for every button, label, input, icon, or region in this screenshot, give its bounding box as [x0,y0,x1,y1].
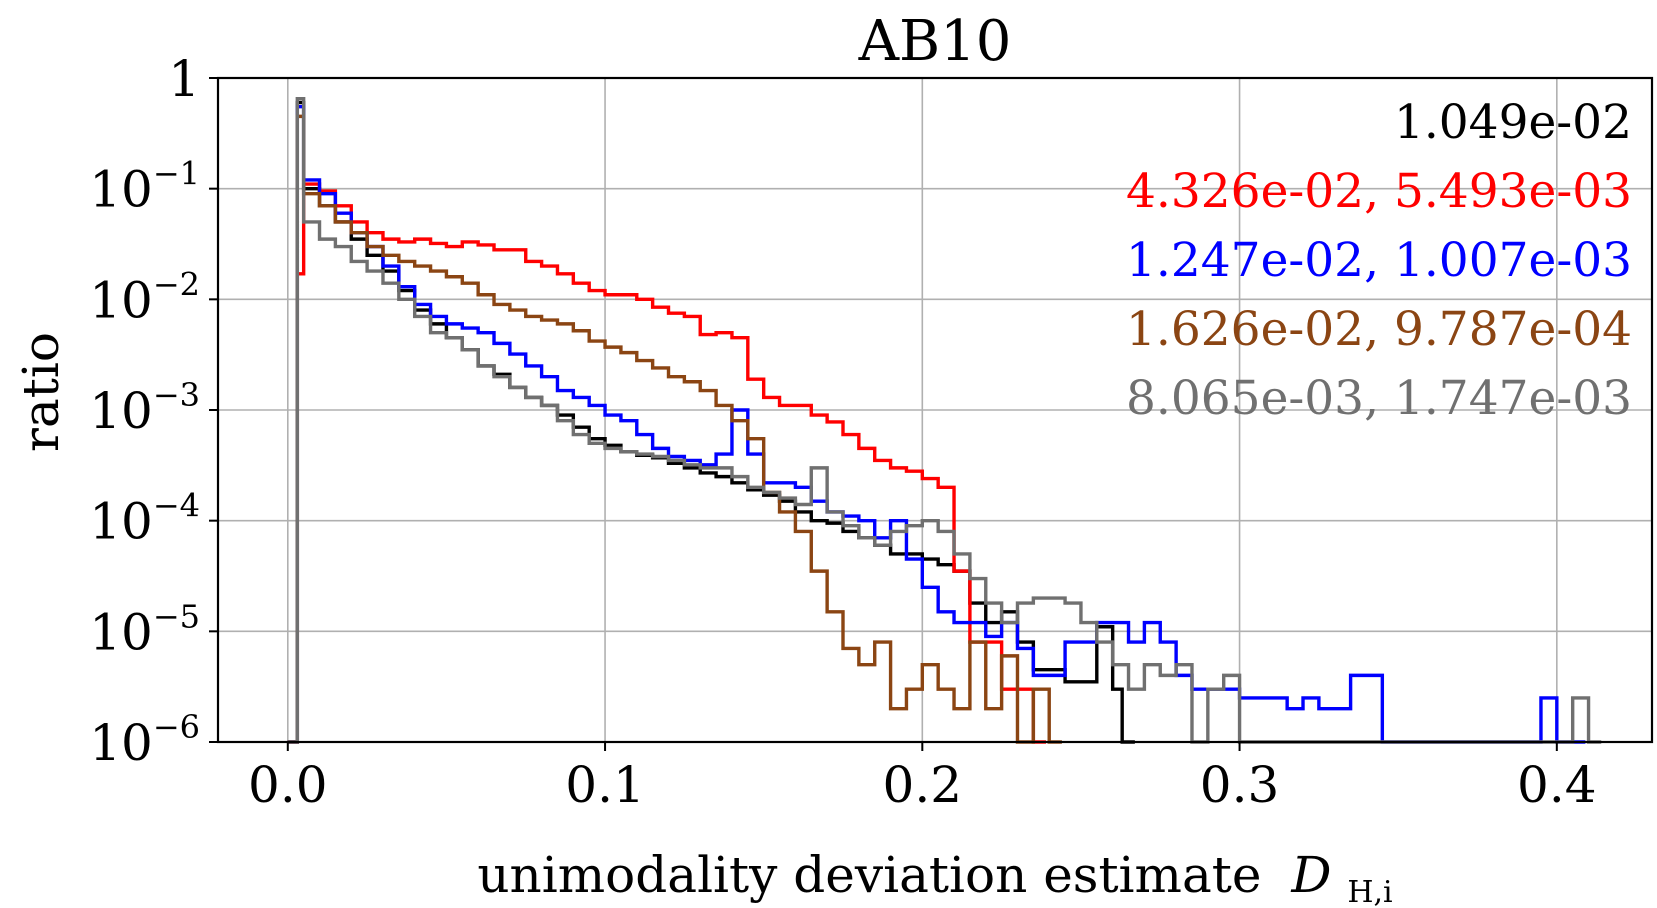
x-tick-label: 0.3 [1200,756,1280,814]
y-tick-label: 10−5 [89,597,200,661]
y-tick-base: 10 [89,714,153,772]
legend-entry: 8.065e-03, 1.747e-03 [1126,371,1632,426]
y-tick-base: 10 [89,382,153,440]
x-axis-ticks: 0.0 0.1 0.2 0.3 0.4 [248,742,1597,814]
x-tick-label: 0.4 [1517,756,1597,814]
y-tick-exponent: −4 [153,487,200,525]
y-tick-base: 10 [89,271,153,329]
series-layer [287,97,1602,744]
y-tick-base: 10 [89,493,153,551]
x-axis-label: unimodality deviation estimate D H,i [477,846,1392,908]
y-axis-ticks: 110−110−210−310−410−510−6 [89,50,218,772]
y-tick-base: 10 [89,161,153,219]
x-axis-label-symbol: D [1290,846,1331,904]
y-tick-label: 10−4 [89,487,200,551]
x-tick-label: 0.0 [248,756,328,814]
y-tick-label: 10−2 [89,265,200,329]
y-tick-label: 10−3 [89,376,200,440]
series-blue-line [287,105,1586,744]
legend: 1.049e-02 4.326e-02, 5.493e-03 1.247e-02, … [1126,95,1632,426]
y-axis-label: ratio [12,332,70,452]
legend-entry: 1.049e-02 [1394,95,1632,150]
legend-entry: 1.247e-02, 1.007e-03 [1126,233,1632,288]
y-tick-exponent: −5 [153,597,200,635]
y-tick-exponent: −6 [153,708,200,746]
x-axis-label-text: unimodality deviation estimate [477,846,1261,904]
chart-title: AB10 [858,9,1012,74]
x-tick-label: 0.2 [883,756,963,814]
y-tick-label: 10−1 [89,155,200,219]
y-tick-base: 10 [89,603,153,661]
y-tick-label: 10−6 [89,708,200,772]
y-tick-exponent: −3 [153,376,200,414]
y-tick-exponent: −1 [153,155,200,193]
series-brown-line [287,114,1062,744]
y-tick-exponent: −2 [153,265,200,303]
legend-entry: 4.326e-02, 5.493e-03 [1126,164,1632,219]
x-tick-label: 0.1 [565,756,645,814]
y-tick-base: 1 [168,50,200,108]
x-axis-label-subscript: H,i [1347,875,1392,908]
series-red-line [287,182,1047,744]
y-tick-label: 1 [168,50,200,108]
legend-entry: 1.626e-02, 9.787e-04 [1126,302,1632,357]
